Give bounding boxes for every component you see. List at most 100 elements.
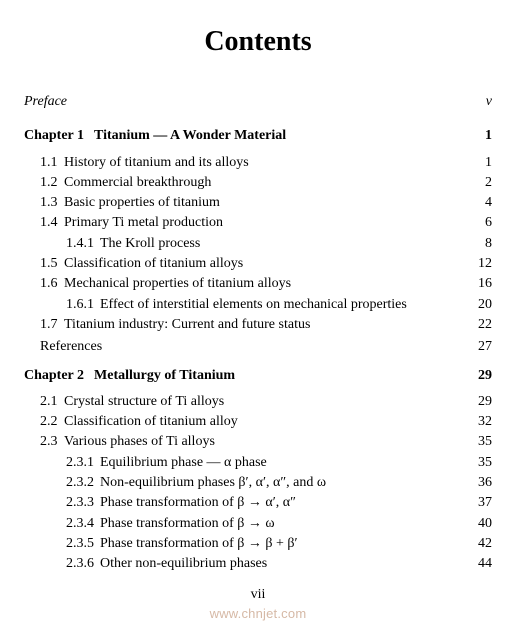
toc-num: 1.2 [40,173,64,193]
toc-num: 1.5 [40,254,64,274]
toc-text: Phase transformation of β → ω [100,516,275,531]
toc-page-number: 8 [464,234,492,254]
toc-label: 1.7Titanium industry: Current and future… [40,315,464,335]
toc-label: 2.1Crystal structure of Ti alloys [40,392,464,412]
toc-page: Contents Preface v Chapter 1 Titanium — A… [0,0,516,625]
toc-num: 2.3 [40,432,64,452]
toc-page-number: 29 [464,392,492,412]
toc-text: Primary Ti metal production [64,215,223,230]
toc-text: Classification of titanium alloys [64,256,243,271]
toc-entry: 1.1History of titanium and its alloys 1 [24,153,492,173]
toc-page-number: 4 [464,193,492,213]
toc-num: 1.1 [40,153,64,173]
toc-page-number: v [464,92,492,112]
toc-page-number: 27 [464,337,492,357]
toc-num: 2.3.1 [66,453,100,473]
toc-subentry: 2.3.3Phase transformation of β → α′, α″ … [24,493,492,513]
toc-label: 1.5Classification of titanium alloys [40,254,464,274]
toc-page-number: 42 [464,534,492,554]
toc-num: 2.2 [40,412,64,432]
toc-page-number: 1 [464,126,492,146]
toc-entry: 1.7Titanium industry: Current and future… [24,315,492,335]
toc-entry: 1.6Mechanical properties of titanium all… [24,274,492,294]
toc-entry: 1.5Classification of titanium alloys 12 [24,254,492,274]
toc-label: 1.6Mechanical properties of titanium all… [40,274,464,294]
toc-page-number: 22 [464,315,492,335]
toc-label: 2.3.6Other non-equilibrium phases [66,554,464,574]
toc-text: Crystal structure of Ti alloys [64,394,224,409]
toc-text: Classification of titanium alloy [64,414,238,429]
toc-subentry: 2.3.1Equilibrium phase — α phase 35 [24,453,492,473]
toc-entry: 1.3Basic properties of titanium 4 [24,193,492,213]
toc-subentry: 2.3.2Non-equilibrium phases β′, α′, α″, … [24,473,492,493]
toc-text: Basic properties of titanium [64,195,220,210]
toc-label: 1.3Basic properties of titanium [40,193,464,213]
toc-chapter-prefix: Chapter 2 [24,366,84,386]
toc-text: Various phases of Ti alloys [64,434,215,449]
toc-num: 2.1 [40,392,64,412]
toc-num: 1.7 [40,315,64,335]
toc-page-number: 44 [464,554,492,574]
toc-text: Other non-equilibrium phases [100,556,267,571]
toc-subentry: 2.3.5Phase transformation of β → β + β′ … [24,534,492,554]
toc-label: Preface [24,92,464,112]
toc-page-number: 35 [464,432,492,452]
toc-subentry: 1.6.1Effect of interstitial elements on … [24,295,492,315]
toc-text: Equilibrium phase — α phase [100,455,267,470]
toc-entry: 2.2Classification of titanium alloy 32 [24,412,492,432]
toc-text: Phase transformation of β → β + β′ [100,536,298,551]
toc-text: Phase transformation of β → α′, α″ [100,495,296,510]
toc-label: 2.3.4Phase transformation of β → ω [66,514,464,534]
watermark-text: www.chnjet.com [0,606,516,621]
toc-label: 2.3.2Non-equilibrium phases β′, α′, α″, … [66,473,464,493]
toc-label: 1.6.1Effect of interstitial elements on … [66,295,464,315]
toc-subentry: 1.4.1The Kroll process 8 [24,234,492,254]
toc-num: 2.3.3 [66,493,100,513]
toc-page-number: 20 [464,295,492,315]
toc-num: 1.4.1 [66,234,100,254]
toc-label: 1.4.1The Kroll process [66,234,464,254]
toc-page-number: 1 [464,153,492,173]
toc-subentry: 2.3.4Phase transformation of β → ω 40 [24,514,492,534]
toc-page-number: 35 [464,453,492,473]
toc-chapter-title: Metallurgy of Titanium [94,368,235,383]
toc-page-number: 29 [464,366,492,386]
toc-entry-references: References 27 [24,337,492,357]
toc-page-number: 36 [464,473,492,493]
toc-entry: 2.3Various phases of Ti alloys 35 [24,432,492,452]
toc-label: 2.2Classification of titanium alloy [40,412,464,432]
page-folio: vii [0,587,516,603]
toc-chapter-heading: Chapter 2 Metallurgy of Titanium 29 [24,366,492,386]
toc-page-number: 16 [464,274,492,294]
toc-page-number: 40 [464,514,492,534]
page-title: Contents [24,26,492,58]
toc-entry: 1.4Primary Ti metal production 6 [24,213,492,233]
toc-page-number: 2 [464,173,492,193]
toc-num: 1.4 [40,213,64,233]
toc-label: 2.3Various phases of Ti alloys [40,432,464,452]
toc-label: 2.3.1Equilibrium phase — α phase [66,453,464,473]
toc-text: Effect of interstitial elements on mecha… [100,297,407,312]
toc-text: Titanium industry: Current and future st… [64,317,310,332]
toc-num: 1.6.1 [66,295,100,315]
toc-label: 2.3.5Phase transformation of β → β + β′ [66,534,464,554]
toc-num: 2.3.5 [66,534,100,554]
toc-page-number: 12 [464,254,492,274]
toc-subentry: 2.3.6Other non-equilibrium phases 44 [24,554,492,574]
toc-num: 2.3.2 [66,473,100,493]
toc-page-number: 32 [464,412,492,432]
toc-text: Mechanical properties of titanium alloys [64,276,291,291]
toc-chapter-prefix: Chapter 1 [24,126,84,146]
toc-label: 1.2Commercial breakthrough [40,173,464,193]
toc-chapter-title: Titanium — A Wonder Material [94,128,286,143]
toc-text: History of titanium and its alloys [64,155,249,170]
toc-label: References [40,337,464,357]
toc-entry-preface: Preface v [24,92,492,112]
toc-label: 1.1History of titanium and its alloys [40,153,464,173]
toc-num: 2.3.6 [66,554,100,574]
toc-num: 1.3 [40,193,64,213]
toc-label: 2.3.3Phase transformation of β → α′, α″ [66,493,464,513]
toc-num: 1.6 [40,274,64,294]
toc-chapter-label: Chapter 2 Metallurgy of Titanium [24,366,464,386]
toc-entry: 1.2Commercial breakthrough 2 [24,173,492,193]
